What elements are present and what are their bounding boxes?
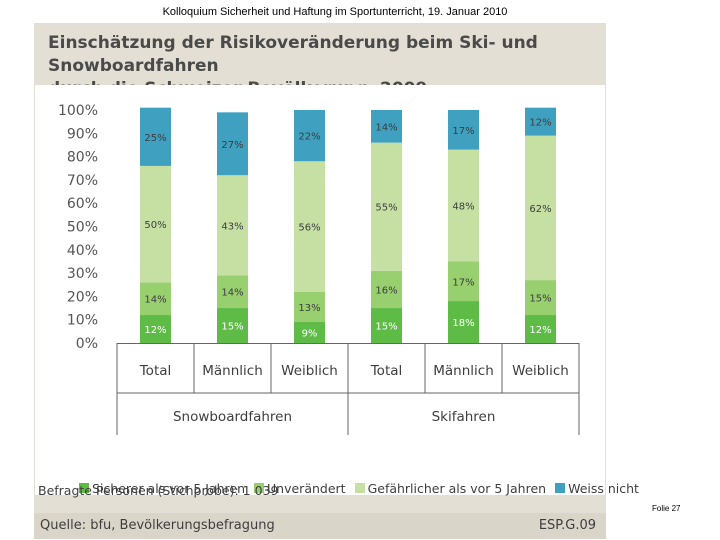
y-tick-label: 50% (67, 220, 98, 236)
stacked-bar-chart: 0% 10% 20% 30% 40% 50% 60% 70% 80% 90% 100% 12% 14% 5… (58, 103, 580, 435)
sample-note: Befragte Personen (Stichprobe): 1 039 (38, 483, 279, 498)
y-tick-label: 40% (67, 243, 98, 259)
data-label: 22% (298, 132, 320, 143)
x-tick-label: Männlich (433, 363, 494, 379)
chart-title-line-1: Einschätzung der Risikoveränderung beim … (48, 33, 538, 76)
data-label: 14% (375, 122, 397, 133)
group-label: Skifahren (432, 409, 496, 425)
bar-segment (140, 107, 171, 166)
legend-label: Weiss nicht (568, 480, 639, 496)
bar-segment (371, 110, 402, 143)
legend-swatch (254, 483, 265, 493)
y-tick-label: 100% (58, 103, 98, 119)
y-tick-label: 80% (67, 150, 98, 166)
y-tick-label: 20% (67, 289, 98, 305)
data-label: 48% (452, 202, 474, 213)
data-label: 9% (302, 329, 318, 340)
bar-segment (525, 280, 556, 316)
data-label: 12% (529, 325, 551, 336)
bar-segment (448, 110, 479, 150)
y-tick-label: 90% (67, 126, 98, 142)
bar-segment (448, 301, 479, 343)
data-label: 12% (529, 118, 551, 129)
data-label: 15% (221, 322, 243, 333)
bar-segment (525, 107, 556, 136)
bar-segment (525, 315, 556, 343)
legend: Sicherer als vor 5 Jahren Unverändert Gefä… (79, 480, 639, 496)
data-label: 17% (452, 277, 474, 288)
slide-header: Kolloquium Sicherheit und Haftung im Spo… (162, 6, 508, 18)
data-label: 12% (144, 325, 166, 336)
plot-area: 0% 10% 20% 30% 40% 50% 60% 70% 80% 90% 100% 12% 14% 5… (35, 85, 639, 496)
y-tick-label: 10% (67, 313, 98, 329)
bar-segment (140, 282, 171, 316)
data-label: 62% (529, 204, 551, 215)
source-text: Quelle: bfu, Bevölkerungsbefragung (40, 518, 275, 533)
data-label: 13% (298, 303, 320, 314)
data-label: 25% (144, 133, 166, 144)
group-label: Snowboardfahren (173, 409, 292, 425)
y-tick-label: 30% (67, 266, 98, 282)
chart-figure: Einschätzung der Risikoveränderung beim … (34, 23, 639, 539)
bar-segment (294, 110, 325, 162)
bar-segment (371, 308, 402, 343)
data-label: 50% (144, 220, 166, 231)
figure-footer: Quelle: bfu, Bevölkerungsbefragung ESP.G… (34, 513, 606, 539)
bar-segment (371, 270, 402, 309)
legend-item: Weiss nicht (555, 481, 639, 496)
bar-segment (294, 322, 325, 343)
data-label: 56% (298, 223, 320, 234)
legend-item: Sicherer als vor 5 Jahren (79, 481, 245, 496)
x-tick-label: Weiblich (281, 363, 338, 379)
data-label: 16% (375, 285, 397, 296)
legend-swatch (79, 483, 89, 493)
x-tick-label: Weiblich (512, 363, 569, 379)
data-label: 27% (221, 140, 243, 151)
bar-segment (294, 291, 325, 323)
legend-swatch (555, 483, 566, 493)
legend-swatch (354, 483, 365, 493)
data-label: 55% (375, 203, 397, 214)
x-tick-label: Männlich (202, 363, 263, 379)
legend-label: Sicherer als vor 5 Jahren (92, 480, 246, 496)
legend-item: Gefährlicher als vor 5 Jahren (354, 480, 547, 496)
bar-segment (217, 275, 248, 309)
bar-segment (140, 165, 171, 283)
figure-code: ESP.G.09 (538, 518, 596, 533)
bar-segment (217, 175, 248, 276)
x-tick-label: Total (370, 363, 403, 379)
data-label: 14% (144, 295, 166, 306)
data-label: 17% (452, 126, 474, 137)
bar-segment (525, 135, 556, 281)
bar-segment (371, 142, 402, 271)
bar-segment (294, 161, 325, 292)
data-label: 15% (375, 322, 397, 333)
bar-segment (217, 308, 248, 343)
page-number: Folie 27 (652, 504, 681, 513)
legend-label: Unverändert (267, 480, 346, 496)
y-tick-label: 0% (76, 336, 98, 352)
legend-item: Unverändert (254, 481, 346, 496)
legend-label: Gefährlicher als vor 5 Jahren (367, 480, 547, 496)
y-tick-label: 60% (67, 196, 98, 212)
bar-segment (217, 112, 248, 176)
bar-segment (140, 315, 171, 343)
y-tick-label: 70% (67, 173, 98, 189)
data-label: 14% (221, 288, 243, 299)
data-label: 15% (529, 294, 551, 305)
bar-segment (448, 261, 479, 302)
x-tick-label: Total (139, 363, 172, 379)
data-label: 43% (221, 221, 243, 232)
bar-segment (448, 149, 479, 262)
data-label: 18% (452, 318, 474, 329)
